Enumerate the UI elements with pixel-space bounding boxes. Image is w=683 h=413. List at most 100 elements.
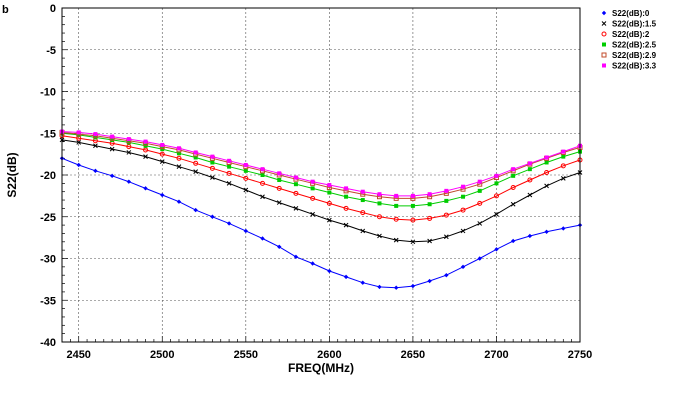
data-point (243, 175, 249, 181)
legend-label: S22(dB):2.5 (612, 41, 657, 50)
data-point (427, 238, 432, 244)
series-0 (59, 156, 583, 290)
legend-marker (602, 42, 606, 47)
legend-item: S22(dB):3.3 (602, 62, 657, 71)
data-point (560, 163, 566, 169)
data-point (143, 147, 149, 153)
data-point (560, 175, 566, 181)
data-point (511, 173, 516, 178)
data-point (376, 214, 382, 220)
data-point (277, 244, 282, 250)
data-point (143, 139, 148, 144)
data-point (276, 200, 282, 205)
y-tick-label: 0 (50, 3, 56, 15)
data-point (260, 236, 265, 241)
data-point (377, 284, 382, 290)
data-point (143, 143, 148, 148)
data-point (176, 155, 182, 161)
y-axis-title: S22(dB) (5, 152, 19, 197)
data-point (494, 181, 499, 186)
legend-label: S22(dB):2 (612, 30, 650, 39)
x-axis-title: FREQ(MHz) (288, 361, 354, 375)
data-point (176, 164, 182, 170)
data-point (410, 217, 416, 223)
series-2 (59, 133, 583, 223)
data-point (260, 194, 265, 200)
data-point (109, 146, 115, 152)
x-tick-label: 2500 (150, 349, 174, 361)
data-point (260, 167, 265, 172)
series-line (61, 135, 581, 221)
data-point (293, 206, 299, 211)
data-point (527, 192, 533, 198)
legend-item: S22(dB):1.5 (601, 20, 657, 29)
data-point (293, 190, 299, 196)
series-1 (59, 137, 583, 245)
data-point (243, 187, 249, 193)
data-point (461, 184, 466, 189)
data-point (443, 212, 449, 218)
x-tick-label: 2600 (317, 349, 341, 361)
legend-item: S22(dB):2 (601, 30, 650, 39)
data-point (410, 239, 416, 245)
data-point (561, 226, 566, 231)
data-point (76, 130, 81, 135)
data-point (76, 132, 81, 137)
data-point (327, 217, 332, 223)
data-point (109, 173, 115, 179)
data-point (377, 201, 382, 206)
data-point (126, 150, 132, 155)
data-point (343, 222, 349, 228)
x-tick-labels: 2450 2500 2550 2600 2650 2700 2750 (66, 349, 592, 361)
data-point (193, 150, 198, 155)
data-point (226, 180, 232, 186)
data-point (76, 162, 81, 168)
legend-label: S22(dB):0 (612, 9, 650, 18)
data-point (93, 132, 98, 137)
data-point (193, 169, 199, 175)
y-tick-label: -35 (40, 295, 56, 307)
data-point (477, 179, 482, 184)
data-point (360, 198, 365, 203)
data-point (360, 280, 365, 285)
data-point (126, 144, 132, 150)
data-point (176, 146, 181, 151)
data-point (176, 151, 181, 156)
legend-marker (601, 21, 607, 26)
data-point (427, 278, 432, 284)
data-point (494, 247, 499, 252)
y-tick-label: -5 (46, 45, 56, 57)
data-point (343, 205, 349, 211)
data-point (210, 160, 215, 165)
data-point (243, 162, 248, 167)
data-point (360, 228, 366, 234)
data-point (143, 154, 148, 159)
x-tick-label: 2550 (234, 349, 258, 361)
series-line (61, 131, 581, 199)
data-point (110, 134, 115, 139)
data-point (93, 168, 98, 174)
data-point (226, 170, 232, 176)
x-tick-label: 2450 (66, 349, 90, 361)
data-point (193, 207, 198, 213)
data-point (393, 237, 399, 243)
series-layer (59, 129, 583, 290)
data-point (410, 193, 415, 198)
plot-frame (61, 7, 581, 343)
series-line (61, 139, 581, 243)
legend-label: S22(dB):1.5 (612, 20, 657, 29)
data-point (260, 180, 266, 186)
data-point (126, 179, 132, 184)
legend-marker (602, 63, 606, 68)
data-point (293, 182, 298, 187)
data-point (494, 211, 499, 217)
data-point (310, 195, 316, 201)
data-point (344, 186, 349, 191)
data-point (93, 143, 98, 149)
data-point (310, 186, 315, 191)
legend-item: S22(dB):0 (601, 9, 650, 18)
data-point (393, 216, 399, 222)
x-tick-label: 2750 (568, 349, 592, 361)
